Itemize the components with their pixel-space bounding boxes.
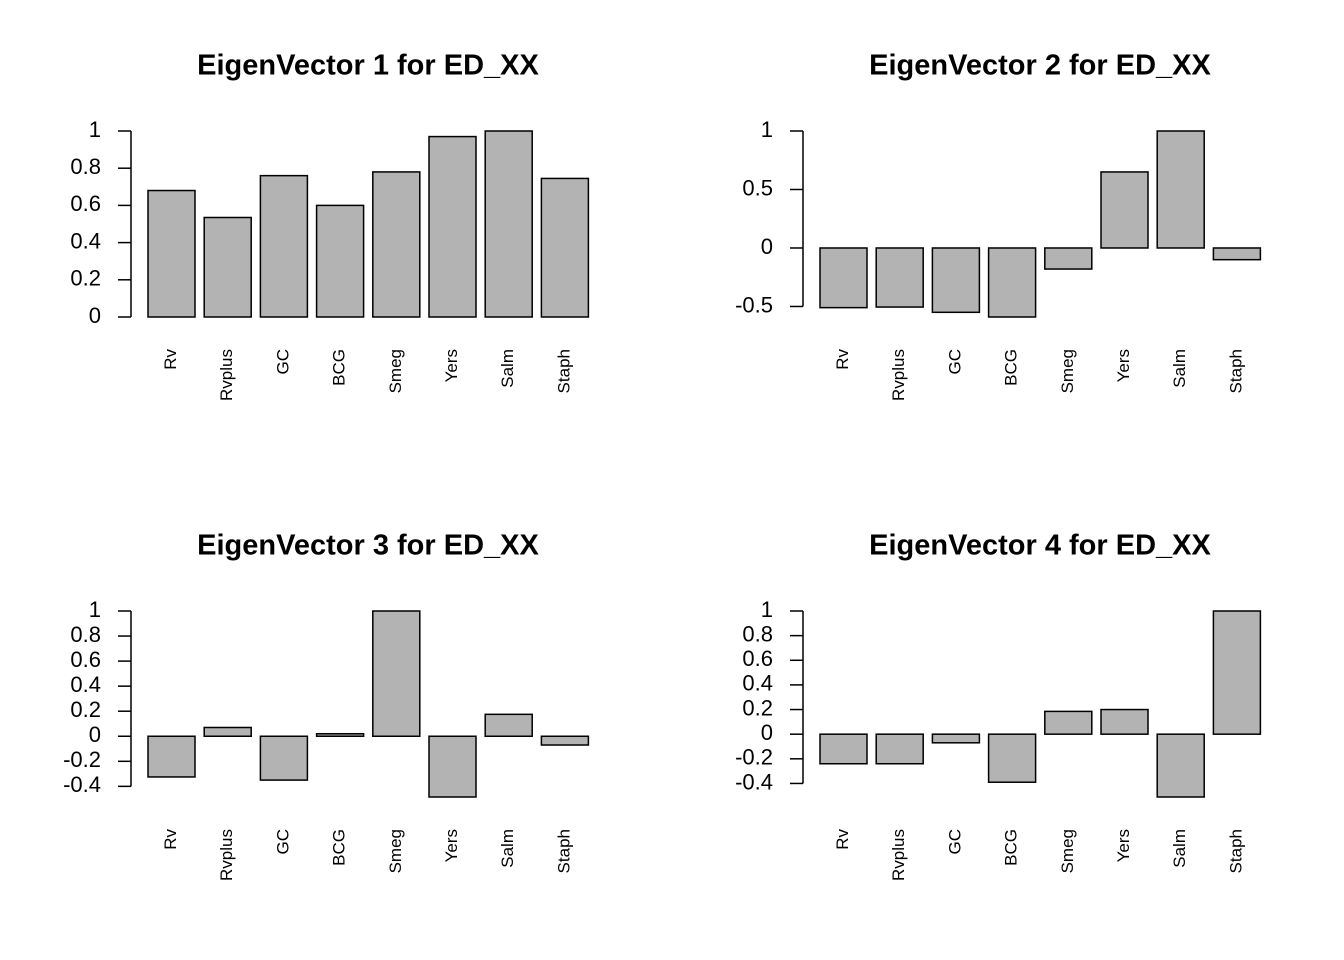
y-tick-label: 0.6 bbox=[70, 647, 101, 672]
bar bbox=[819, 247, 868, 309]
bar bbox=[259, 174, 309, 318]
y-tick-label: 0.4 bbox=[742, 671, 773, 696]
y-tick-label: 0.5 bbox=[742, 175, 773, 200]
chart-title: EigenVector 1 for ED_XX bbox=[197, 50, 539, 82]
x-tick-label: Staph bbox=[1226, 829, 1245, 873]
bar bbox=[1212, 247, 1262, 261]
y-tick-label: 0.8 bbox=[70, 622, 101, 647]
x-tick-label: GC bbox=[273, 349, 292, 375]
bar bbox=[315, 204, 365, 318]
y-tick-label: 1 bbox=[761, 117, 773, 142]
bar bbox=[147, 189, 196, 318]
y-tick-label: 0.8 bbox=[70, 154, 101, 179]
y-tick-label: -0.2 bbox=[735, 745, 773, 770]
x-tick-label: Rvplus bbox=[889, 829, 908, 881]
y-tick-label: 0.2 bbox=[742, 695, 773, 720]
x-tick-label: Yers bbox=[1114, 829, 1133, 862]
bar bbox=[1044, 247, 1093, 270]
y-tick-label: 0.8 bbox=[742, 621, 773, 646]
x-tick-label: Rvplus bbox=[217, 349, 236, 401]
bar bbox=[931, 733, 981, 744]
y-tick-label: 0.4 bbox=[70, 228, 101, 253]
bar bbox=[147, 735, 196, 778]
bar bbox=[1100, 708, 1149, 735]
x-tick-label: Rvplus bbox=[217, 829, 236, 881]
y-tick-label: 0 bbox=[761, 234, 773, 259]
x-tick-label: Yers bbox=[1114, 349, 1133, 382]
y-tick-label: -0.5 bbox=[735, 292, 773, 317]
bar bbox=[1212, 610, 1262, 735]
x-tick-label: Smeg bbox=[1058, 349, 1077, 393]
y-tick-label: -0.4 bbox=[735, 769, 773, 794]
y-tick-label: 0.2 bbox=[70, 266, 101, 291]
x-tick-label: GC bbox=[945, 829, 964, 855]
bar bbox=[428, 135, 477, 318]
bar bbox=[372, 610, 421, 738]
bar bbox=[1044, 710, 1093, 735]
y-tick-label: 0 bbox=[89, 303, 101, 328]
y-tick-label: 0 bbox=[89, 722, 101, 747]
bar bbox=[315, 732, 365, 738]
bar bbox=[428, 735, 477, 798]
x-tick-label: BCG bbox=[330, 829, 349, 866]
bar bbox=[372, 171, 421, 318]
y-tick-label: 0.6 bbox=[70, 191, 101, 216]
x-tick-label: BCG bbox=[330, 349, 349, 386]
x-tick-label: BCG bbox=[1002, 349, 1021, 386]
bar bbox=[1156, 130, 1205, 249]
y-tick-label: 0.4 bbox=[70, 672, 101, 697]
x-tick-label: Staph bbox=[1226, 349, 1245, 393]
bar bbox=[1100, 171, 1149, 249]
bar bbox=[875, 733, 924, 765]
x-tick-label: Smeg bbox=[1058, 829, 1077, 873]
y-tick-label: 1 bbox=[89, 597, 101, 622]
x-tick-label: Salm bbox=[1170, 349, 1189, 388]
x-tick-label: Smeg bbox=[386, 829, 405, 873]
bar bbox=[987, 733, 1037, 783]
bar bbox=[484, 713, 533, 738]
x-tick-label: Rv bbox=[161, 829, 180, 850]
bar bbox=[540, 177, 590, 318]
x-tick-label: Rvplus bbox=[889, 349, 908, 401]
y-tick-label: 1 bbox=[89, 117, 101, 142]
x-tick-label: Rv bbox=[833, 349, 852, 370]
x-tick-label: GC bbox=[273, 829, 292, 855]
x-tick-label: BCG bbox=[1002, 829, 1021, 866]
x-tick-label: Salm bbox=[498, 349, 517, 388]
y-tick-label: 0.2 bbox=[70, 697, 101, 722]
bar bbox=[259, 735, 309, 781]
bar bbox=[1156, 733, 1205, 798]
bar bbox=[875, 247, 924, 308]
x-tick-label: Staph bbox=[554, 829, 573, 873]
chart-title: EigenVector 3 for ED_XX bbox=[197, 530, 539, 562]
x-tick-label: Yers bbox=[442, 349, 461, 382]
x-tick-label: Yers bbox=[442, 829, 461, 862]
x-tick-label: Salm bbox=[498, 829, 517, 868]
bar bbox=[203, 726, 252, 738]
x-tick-label: Rv bbox=[833, 829, 852, 850]
bar bbox=[987, 247, 1037, 318]
y-tick-label: 0.6 bbox=[742, 646, 773, 671]
y-tick-label: -0.2 bbox=[63, 747, 101, 772]
bar bbox=[931, 247, 981, 314]
bar bbox=[819, 733, 868, 765]
bar bbox=[203, 216, 252, 318]
chart-title: EigenVector 4 for ED_XX bbox=[869, 530, 1211, 562]
x-tick-label: Smeg bbox=[386, 349, 405, 393]
bar bbox=[540, 735, 590, 746]
y-tick-label: 1 bbox=[761, 597, 773, 622]
x-tick-label: GC bbox=[945, 349, 964, 375]
y-tick-label: 0 bbox=[761, 720, 773, 745]
y-tick-label: -0.4 bbox=[63, 772, 101, 797]
x-tick-label: Salm bbox=[1170, 829, 1189, 868]
x-tick-label: Rv bbox=[161, 349, 180, 370]
x-tick-label: Staph bbox=[554, 349, 573, 393]
chart-title: EigenVector 2 for ED_XX bbox=[869, 50, 1211, 82]
bar bbox=[484, 130, 533, 318]
